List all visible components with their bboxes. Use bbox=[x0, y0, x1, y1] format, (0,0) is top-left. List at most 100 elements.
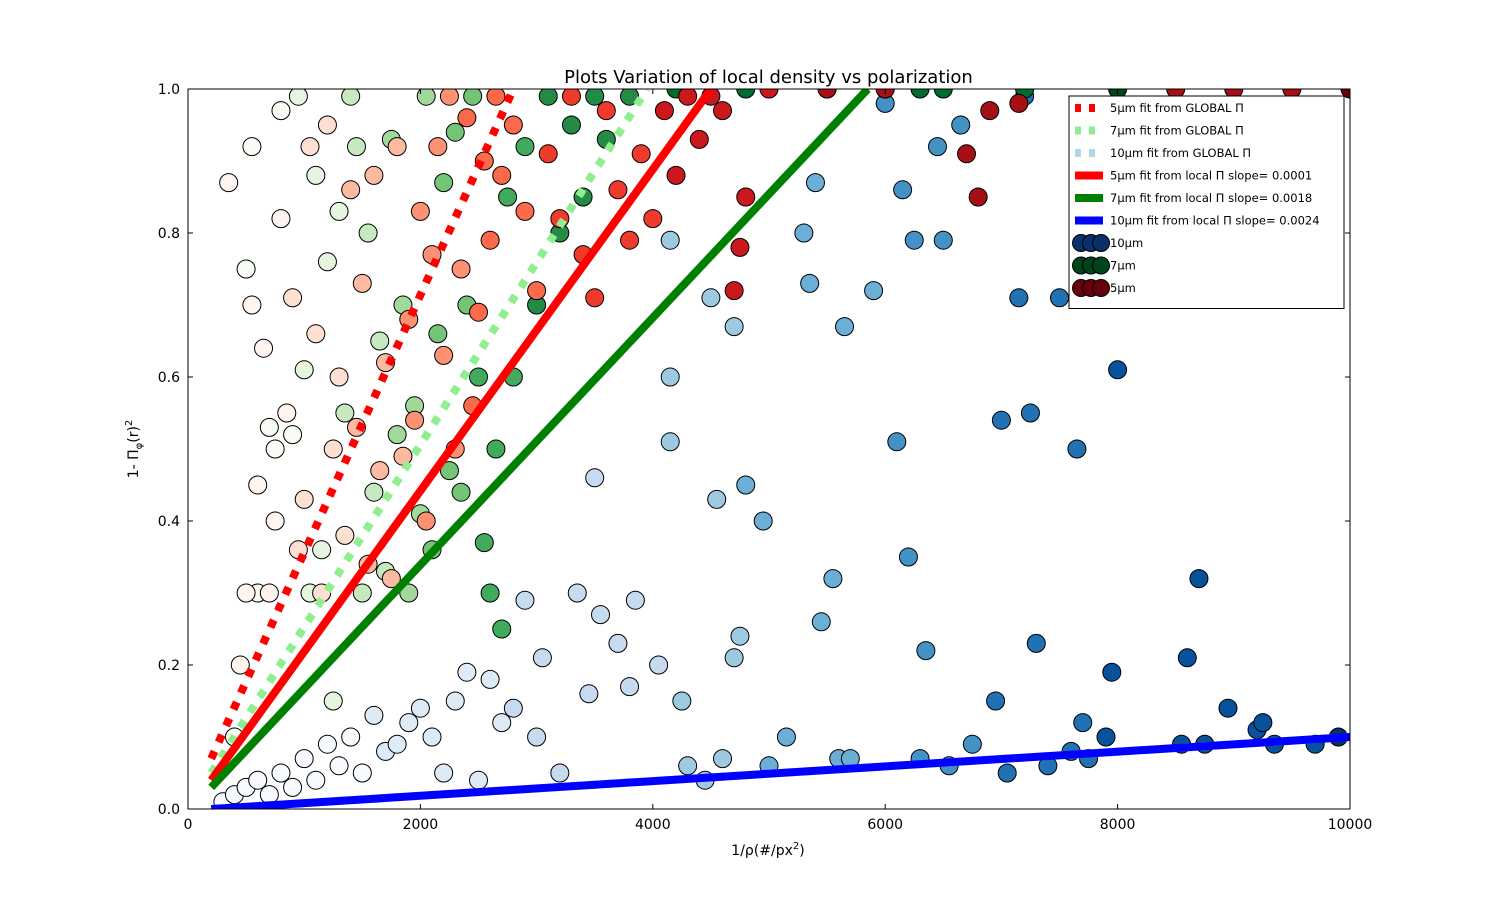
data-point bbox=[980, 101, 1000, 121]
data-point bbox=[480, 230, 500, 250]
data-point bbox=[265, 439, 285, 459]
data-point bbox=[1026, 633, 1046, 653]
data-point bbox=[532, 648, 552, 668]
data-point bbox=[631, 144, 651, 164]
data-point bbox=[620, 230, 640, 250]
data-point bbox=[800, 273, 820, 293]
data-point bbox=[329, 756, 349, 776]
fit-7um-local-line bbox=[208, 89, 871, 791]
fit-5um-local-line bbox=[207, 89, 715, 783]
data-point bbox=[254, 338, 274, 358]
data-point bbox=[585, 468, 605, 488]
data-point bbox=[1340, 89, 1350, 99]
fit-5um-global-line bbox=[207, 89, 518, 761]
data-point bbox=[962, 734, 982, 754]
legend-label-10µm: 10µm bbox=[1110, 236, 1143, 250]
data-point bbox=[1177, 648, 1197, 668]
data-point bbox=[474, 533, 494, 553]
data-point bbox=[364, 705, 384, 725]
data-point bbox=[434, 173, 454, 193]
data-point bbox=[469, 367, 488, 387]
scatter-points bbox=[213, 89, 1350, 809]
data-point bbox=[271, 209, 291, 229]
data-point bbox=[724, 317, 744, 337]
data-point bbox=[416, 511, 436, 531]
legend-label-fit-10um-global: 10µm fit from GLOBAL Π bbox=[1110, 146, 1251, 160]
data-point bbox=[271, 763, 291, 783]
legend: 5µm fit from GLOBAL Π 7µm fit from GLOBAL… bbox=[1068, 95, 1345, 309]
data-point bbox=[405, 410, 425, 430]
data-point bbox=[317, 252, 337, 272]
data-point bbox=[916, 641, 936, 661]
data-point bbox=[736, 475, 756, 495]
data-point bbox=[445, 122, 465, 142]
data-point bbox=[1073, 713, 1093, 733]
data-point bbox=[317, 115, 337, 135]
data-point bbox=[759, 89, 779, 99]
y-tick-label: 0.0 bbox=[158, 802, 180, 818]
data-point bbox=[660, 367, 680, 387]
data-point bbox=[811, 612, 831, 632]
data-point bbox=[358, 223, 378, 243]
data-point bbox=[620, 89, 640, 106]
data-point bbox=[265, 511, 285, 531]
data-point bbox=[329, 201, 349, 221]
data-point bbox=[997, 763, 1017, 783]
data-point bbox=[898, 547, 918, 567]
data-point bbox=[1102, 662, 1122, 682]
legend-label-fit-5um-local: 5µm fit from local Π slope= 0.0001 bbox=[1110, 169, 1312, 183]
data-point bbox=[306, 324, 326, 344]
data-point bbox=[660, 230, 680, 250]
data-point bbox=[864, 281, 884, 301]
x-tick-label: 4000 bbox=[635, 817, 671, 833]
data-point bbox=[643, 209, 663, 229]
data-point bbox=[910, 89, 930, 99]
data-point bbox=[498, 187, 518, 207]
data-point bbox=[428, 137, 448, 157]
y-tick-label: 0.4 bbox=[158, 514, 180, 530]
data-point bbox=[1096, 727, 1116, 747]
data-point bbox=[329, 367, 349, 387]
data-point bbox=[933, 89, 953, 99]
data-point bbox=[271, 101, 291, 121]
data-point bbox=[515, 137, 535, 157]
data-point bbox=[248, 475, 268, 495]
data-point bbox=[951, 115, 971, 135]
fit-10um-local-line bbox=[210, 733, 1350, 809]
data-point bbox=[428, 324, 448, 344]
data-point bbox=[294, 749, 314, 769]
data-point bbox=[335, 403, 355, 423]
legend-label-fit-5um-global: 5µm fit from GLOBAL Π bbox=[1110, 101, 1244, 115]
data-point bbox=[585, 89, 605, 106]
data-point bbox=[457, 662, 477, 682]
data-point bbox=[416, 89, 436, 106]
data-point bbox=[242, 295, 262, 315]
data-point bbox=[503, 698, 523, 718]
data-point bbox=[323, 691, 343, 711]
data-point bbox=[422, 727, 442, 747]
data-point bbox=[515, 201, 535, 221]
data-point bbox=[579, 684, 599, 704]
data-point bbox=[451, 259, 471, 279]
data-point bbox=[805, 173, 825, 193]
data-point bbox=[364, 482, 384, 502]
data-point bbox=[1067, 439, 1087, 459]
data-point bbox=[393, 446, 413, 466]
x-tick-label: 10000 bbox=[1328, 817, 1373, 833]
data-point bbox=[346, 137, 366, 157]
data-point bbox=[968, 187, 988, 207]
data-point bbox=[387, 734, 407, 754]
data-point bbox=[283, 288, 303, 308]
data-point bbox=[352, 763, 372, 783]
x-axis: 0 2000 4000 6000 8000 10000 bbox=[184, 89, 1373, 833]
data-point bbox=[1108, 360, 1128, 380]
data-point bbox=[713, 749, 733, 769]
y-tick-label: 1.0 bbox=[158, 82, 180, 98]
data-point bbox=[736, 89, 756, 99]
data-point bbox=[410, 201, 430, 221]
data-point bbox=[288, 89, 308, 106]
data-point bbox=[724, 281, 744, 301]
x-tick-label: 2000 bbox=[403, 817, 439, 833]
data-point bbox=[439, 89, 459, 106]
data-point bbox=[306, 165, 326, 185]
